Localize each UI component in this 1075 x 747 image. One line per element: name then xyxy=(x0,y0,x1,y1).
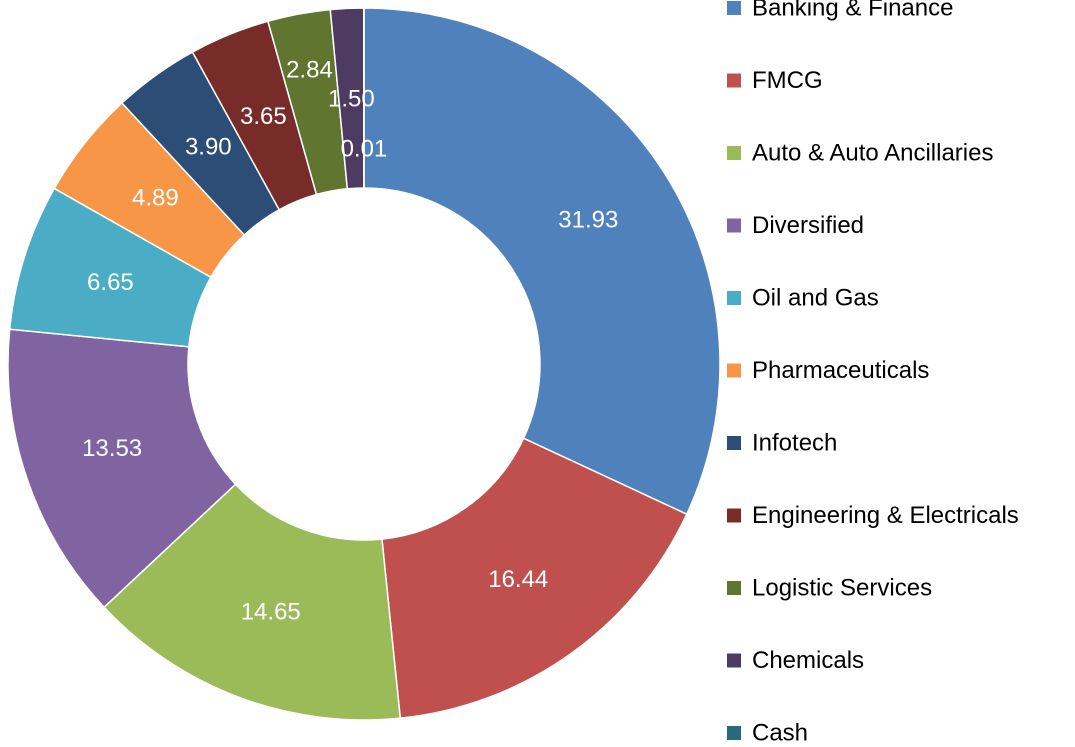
data-label: 6.65 xyxy=(87,269,134,296)
data-label: 0.01 xyxy=(341,135,388,162)
legend-swatch xyxy=(727,508,741,523)
donut-slice xyxy=(103,483,402,721)
legend-label: Oil and Gas xyxy=(752,284,879,311)
data-label: 2.84 xyxy=(286,56,333,83)
legend-label: Diversified xyxy=(752,212,864,239)
legend-swatch xyxy=(727,581,741,595)
legend-label: Chemicals xyxy=(752,647,864,674)
legend-swatch xyxy=(727,1,741,15)
legend-label: Pharmaceuticals xyxy=(752,357,929,384)
data-label: 16.44 xyxy=(488,566,548,593)
data-label: 4.89 xyxy=(132,184,179,211)
donut-slice xyxy=(7,328,237,609)
legend-swatch xyxy=(727,726,741,740)
legend-swatch xyxy=(727,218,741,233)
legend-swatch xyxy=(727,653,741,668)
data-label: 13.53 xyxy=(82,435,142,462)
donut-slice xyxy=(363,7,721,516)
data-label: 14.65 xyxy=(241,598,301,625)
legend-swatch xyxy=(727,291,741,305)
legend-swatch xyxy=(727,363,741,378)
data-label: 31.93 xyxy=(558,206,618,233)
legend-label: Engineering & Electricals xyxy=(752,502,1019,529)
data-label: 3.90 xyxy=(185,134,232,161)
legend-swatch xyxy=(727,146,741,160)
data-label: 1.50 xyxy=(328,86,375,113)
legend-label: Banking & Finance xyxy=(752,0,953,21)
donut-slice xyxy=(381,437,688,719)
legend-label: Logistic Services xyxy=(752,574,932,601)
legend-label: FMCG xyxy=(752,67,823,94)
data-label: 3.65 xyxy=(240,103,287,130)
legend-label: Auto & Auto Ancillaries xyxy=(752,139,993,166)
legend-label: Infotech xyxy=(752,429,837,456)
legend-swatch xyxy=(727,73,741,88)
legend-label: Cash xyxy=(752,719,808,746)
legend-swatch xyxy=(727,436,741,450)
